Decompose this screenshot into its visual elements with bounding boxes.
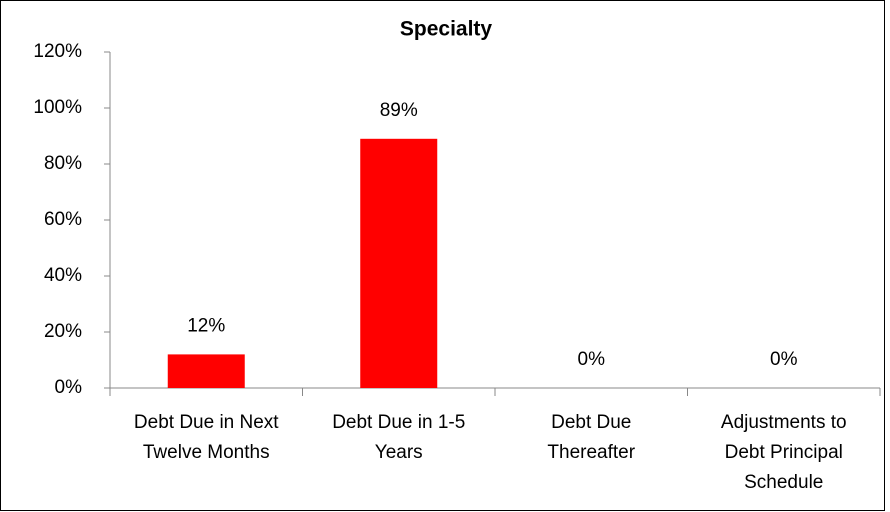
y-tick-label: 0% xyxy=(55,377,83,398)
data-label: 89% xyxy=(380,100,418,121)
x-tick-label: Debt Due in 1-5 Years xyxy=(332,412,466,463)
y-tick-label: 20% xyxy=(44,321,82,342)
y-tick-label: 60% xyxy=(44,209,82,230)
y-tick-label: 120% xyxy=(33,41,82,62)
y-tick-label: 40% xyxy=(44,265,82,286)
data-label: 12% xyxy=(187,315,225,336)
y-tick-label: 80% xyxy=(44,153,82,174)
x-tick-label: Adjustments to Debt Principal Schedule xyxy=(720,412,847,493)
x-tick-label: Debt Due Thereafter xyxy=(547,412,636,463)
y-tick-label: 100% xyxy=(33,97,82,118)
x-tick-label: Debt Due in Next Twelve Months xyxy=(133,412,279,463)
bar xyxy=(167,354,245,388)
chart-title: Specialty xyxy=(400,18,493,41)
bar xyxy=(360,138,438,388)
data-label: 0% xyxy=(578,349,606,370)
data-label: 0% xyxy=(770,349,798,370)
